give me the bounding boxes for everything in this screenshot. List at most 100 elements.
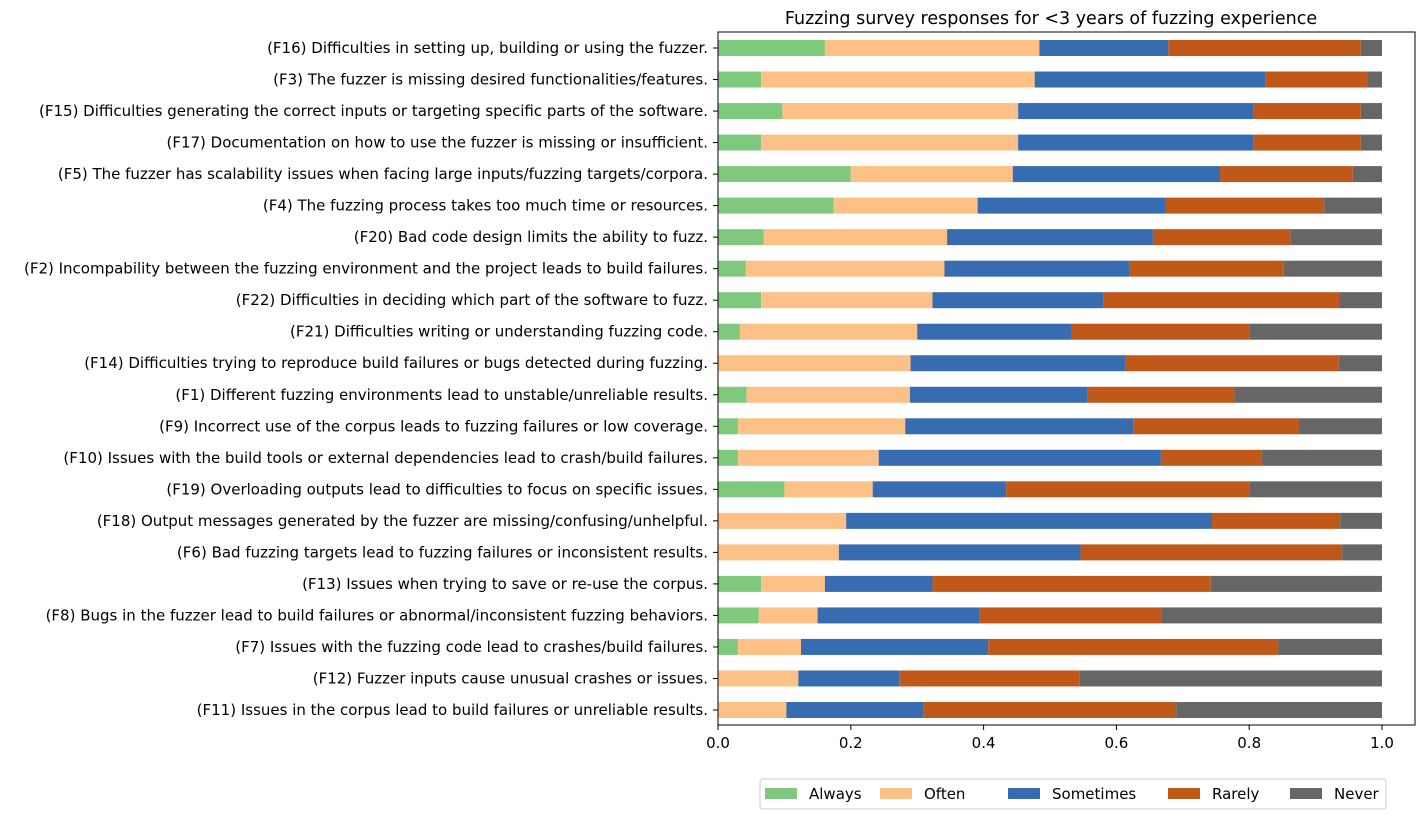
x-tick-label: 1.0	[1370, 734, 1394, 752]
bar-segment-rarely	[1006, 481, 1250, 498]
legend-swatch-sometimes	[1008, 788, 1040, 799]
category-label: (F15) Difficulties generating the correc…	[39, 102, 708, 120]
bar-segment-never	[1339, 292, 1382, 309]
bar-segment-sometimes	[801, 638, 989, 655]
bar-segment-never	[1176, 702, 1382, 718]
bar-segment-rarely	[1168, 40, 1361, 56]
bar-segment-often	[718, 512, 847, 529]
bar-segment-never	[1234, 386, 1382, 403]
bar-segment-often	[718, 702, 787, 718]
bar-segment-always	[718, 229, 764, 246]
bar-segment-rarely	[979, 607, 1162, 624]
bar-segment-always	[718, 197, 834, 214]
legend-label-often: Often	[924, 785, 965, 803]
bar-segment-always	[718, 607, 759, 624]
category-label: (F19) Overloading outputs lead to diffic…	[166, 480, 708, 498]
bar-segment-always	[718, 323, 740, 340]
bar-segment-never	[1360, 40, 1382, 56]
bar-segment-often	[745, 260, 945, 277]
bar-segment-never	[1367, 71, 1382, 88]
category-label: (F5) The fuzzer has scalability issues w…	[58, 165, 708, 183]
category-label: (F18) Output messages generated by the f…	[97, 512, 708, 530]
bar-segment-often	[761, 134, 1019, 151]
bar-segment-often	[782, 103, 1019, 120]
bar-segment-never	[1352, 166, 1382, 183]
bar-segment-sometimes	[905, 418, 1134, 435]
bar-segment-never	[1340, 512, 1382, 529]
bars-layer	[718, 40, 1382, 718]
bar-segment-always	[718, 386, 747, 403]
bar-segment-always	[718, 103, 783, 120]
bar-segment-rarely	[1253, 134, 1361, 151]
bar-segment-often	[784, 481, 873, 498]
bar-segment-always	[718, 638, 738, 655]
bar-segment-always	[718, 449, 738, 466]
x-tick-label: 0.6	[1104, 734, 1128, 752]
category-labels: (F16) Difficulties in setting up, buildi…	[24, 39, 708, 719]
plot-frame	[717, 31, 1416, 726]
category-label: (F3) The fuzzer is missing desired funct…	[273, 71, 708, 89]
legend-swatch-always	[765, 788, 797, 799]
bar-segment-sometimes	[944, 260, 1130, 277]
bar-segment-often	[737, 449, 879, 466]
bar-segment-always	[718, 71, 762, 88]
category-label: (F8) Bugs in the fuzzer lead to build fa…	[46, 606, 708, 624]
bar-segment-rarely	[1165, 197, 1325, 214]
bar-segment-rarely	[1071, 323, 1250, 340]
legend-swatch-often	[880, 788, 912, 799]
category-label: (F6) Bad fuzzing targets lead to fuzzing…	[177, 543, 708, 561]
bar-segment-rarely	[1087, 386, 1235, 403]
legend-label-always: Always	[809, 785, 862, 803]
bar-segment-sometimes	[1034, 71, 1266, 88]
category-label: (F11) Issues in the corpus lead to build…	[197, 701, 708, 719]
bar-segment-sometimes	[1018, 134, 1254, 151]
bar-segment-rarely	[1133, 418, 1299, 435]
bar-segment-never	[1338, 355, 1382, 372]
bar-segment-never	[1079, 670, 1382, 687]
category-label: (F16) Difficulties in setting up, buildi…	[267, 39, 708, 57]
bar-segment-sometimes	[872, 481, 1007, 498]
category-label: (F1) Different fuzzing environments lead…	[175, 386, 708, 404]
bar-segment-rarely	[1125, 355, 1339, 372]
category-label: (F22) Difficulties in deciding which par…	[236, 291, 708, 309]
bar-segment-sometimes	[798, 670, 900, 687]
bar-segment-always	[718, 40, 825, 56]
bar-segment-sometimes	[846, 512, 1213, 529]
bar-segment-sometimes	[878, 449, 1161, 466]
bar-segment-often	[833, 197, 978, 214]
bar-segment-often	[761, 292, 933, 309]
bar-segment-rarely	[1219, 166, 1353, 183]
bar-segment-always	[718, 292, 762, 309]
bar-segment-often	[737, 418, 906, 435]
x-tick-label: 0.8	[1237, 734, 1261, 752]
bar-segment-never	[1299, 418, 1382, 435]
bar-segment-often	[746, 386, 910, 403]
bar-segment-never	[1161, 607, 1382, 624]
bar-segment-often	[758, 607, 818, 624]
axes: 0.0 0.2 0.4 0.6 0.8 1.0	[706, 31, 1416, 752]
bar-segment-never	[1210, 575, 1382, 592]
bar-segment-often	[739, 323, 918, 340]
bar-segment-sometimes	[824, 575, 933, 592]
bar-segment-sometimes	[932, 292, 1104, 309]
bar-segment-never	[1290, 229, 1382, 246]
bar-segment-rarely	[1152, 229, 1291, 246]
bar-segment-often	[763, 229, 948, 246]
legend-label-sometimes: Sometimes	[1052, 785, 1136, 803]
bar-segment-rarely	[1212, 512, 1341, 529]
legend-box	[759, 778, 1387, 810]
bar-segment-rarely	[1080, 544, 1343, 561]
bar-segment-always	[718, 134, 762, 151]
bar-segment-sometimes	[909, 386, 1088, 403]
bar-segment-rarely	[1160, 449, 1262, 466]
bar-segment-never	[1360, 134, 1382, 151]
x-tick-label: 0.0	[706, 734, 730, 752]
legend-swatch-rarely	[1168, 788, 1200, 799]
bar-segment-often	[761, 71, 1035, 88]
bar-segment-always	[718, 575, 762, 592]
category-label: (F12) Fuzzer inputs cause unusual crashe…	[313, 669, 708, 687]
category-label: (F20) Bad code design limits the ability…	[354, 228, 708, 246]
chart-title: Fuzzing survey responses for <3 years of…	[785, 9, 1317, 29]
bar-segment-sometimes	[1012, 166, 1220, 183]
